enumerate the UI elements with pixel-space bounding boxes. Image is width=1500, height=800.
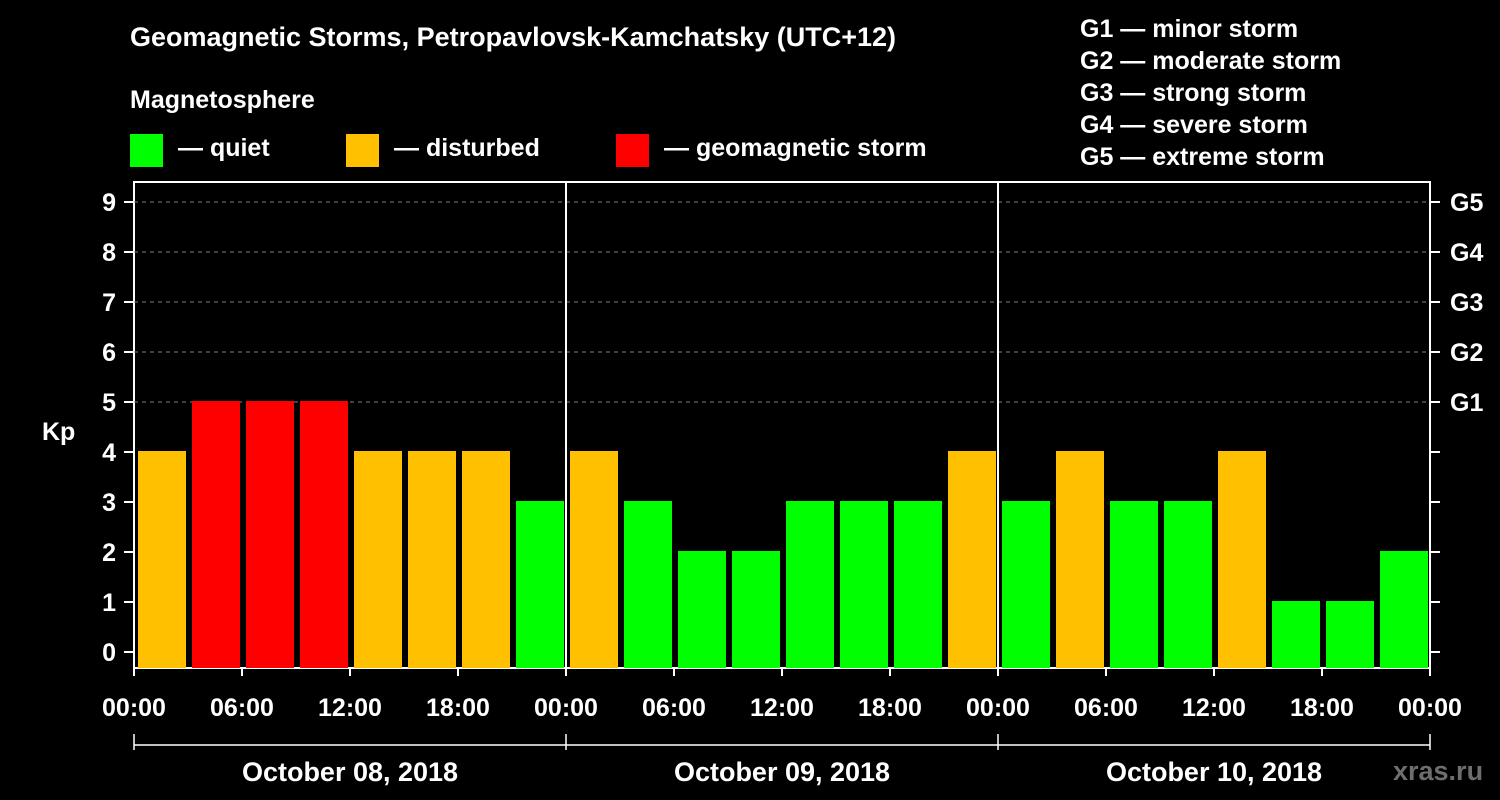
xtick-label-9: 06:00 (1074, 694, 1138, 722)
kp-bar-14 (894, 501, 942, 668)
plot-frame (133, 181, 1431, 669)
ytick-label-8: 8 (102, 239, 116, 267)
kp-bar-0 (138, 451, 186, 668)
kp-bar-2 (246, 401, 294, 668)
kp-bar-18 (1110, 501, 1158, 668)
ytick-label-3: 3 (102, 489, 116, 517)
kp-bar-12 (786, 501, 834, 668)
kp-bar-10 (678, 551, 726, 668)
kp-bar-3 (300, 401, 348, 668)
kp-bar-20 (1218, 451, 1266, 668)
kp-bar-6 (462, 451, 510, 668)
g3-legend: G3 — strong storm (1080, 79, 1307, 107)
storm-swatch (616, 134, 649, 167)
kp-bar-8 (570, 451, 618, 668)
kp-bar-4 (354, 451, 402, 668)
xtick-label-12: 00:00 (1398, 694, 1462, 722)
day-label-1: October 09, 2018 (674, 757, 890, 787)
day-label-0: October 08, 2018 (242, 757, 458, 787)
watermark: xras.ru (1393, 756, 1484, 786)
kp-bar-21 (1272, 601, 1320, 668)
kp-bar-9 (624, 501, 672, 668)
g5-legend: G5 — extreme storm (1080, 143, 1325, 171)
xtick-label-11: 18:00 (1290, 694, 1354, 722)
quiet-legend-label: — quiet (178, 134, 270, 162)
xtick-label-6: 12:00 (750, 694, 814, 722)
kp-bar-1 (192, 401, 240, 668)
ytick-label-1: 1 (102, 589, 116, 617)
kp-bar-11 (732, 551, 780, 668)
kp-bar-17 (1056, 451, 1104, 668)
g4-legend: G4 — severe storm (1080, 111, 1308, 139)
day-label-2: October 10, 2018 (1106, 757, 1322, 787)
disturbed-legend-label: — disturbed (394, 134, 540, 162)
g1-legend: G1 — minor storm (1080, 15, 1299, 43)
kp-bar-23 (1380, 551, 1428, 668)
xtick-label-0: 00:00 (102, 694, 166, 722)
ytick-label-4: 4 (102, 439, 116, 467)
magnetosphere-label: Magnetosphere (130, 86, 315, 114)
ytick-label-6: 6 (102, 339, 116, 367)
g-scale-label-g5: G5 (1450, 189, 1483, 217)
xtick-label-10: 12:00 (1182, 694, 1246, 722)
disturbed-swatch (346, 134, 379, 167)
ytick-label-9: 9 (102, 189, 116, 217)
xtick-label-8: 00:00 (966, 694, 1030, 722)
kp-bar-22 (1326, 601, 1374, 668)
ytick-label-2: 2 (102, 539, 116, 567)
kp-bar-15 (948, 451, 996, 668)
g-scale-label-g4: G4 (1450, 239, 1483, 267)
quiet-swatch (130, 134, 163, 167)
y-axis-label: Kp (42, 418, 75, 446)
chart-title: Geomagnetic Storms, Petropavlovsk-Kamcha… (130, 22, 897, 52)
g-scale-label-g1: G1 (1450, 389, 1483, 417)
xtick-label-7: 18:00 (858, 694, 922, 722)
ytick-label-0: 0 (102, 639, 116, 667)
xtick-label-1: 06:00 (210, 694, 274, 722)
g-scale-label-g3: G3 (1450, 289, 1483, 317)
kp-bar-13 (840, 501, 888, 668)
xtick-label-2: 12:00 (318, 694, 382, 722)
ytick-label-5: 5 (102, 389, 116, 417)
kp-bar-16 (1002, 501, 1050, 668)
g-scale-label-g2: G2 (1450, 339, 1483, 367)
xtick-label-5: 06:00 (642, 694, 706, 722)
storm-legend-label: — geomagnetic storm (664, 134, 927, 162)
kp-bar-19 (1164, 501, 1212, 668)
ytick-label-7: 7 (102, 289, 116, 317)
kp-bar-7 (516, 501, 564, 668)
xtick-label-4: 00:00 (534, 694, 598, 722)
xtick-label-3: 18:00 (426, 694, 490, 722)
kp-bar-5 (408, 451, 456, 668)
g2-legend: G2 — moderate storm (1080, 47, 1342, 75)
